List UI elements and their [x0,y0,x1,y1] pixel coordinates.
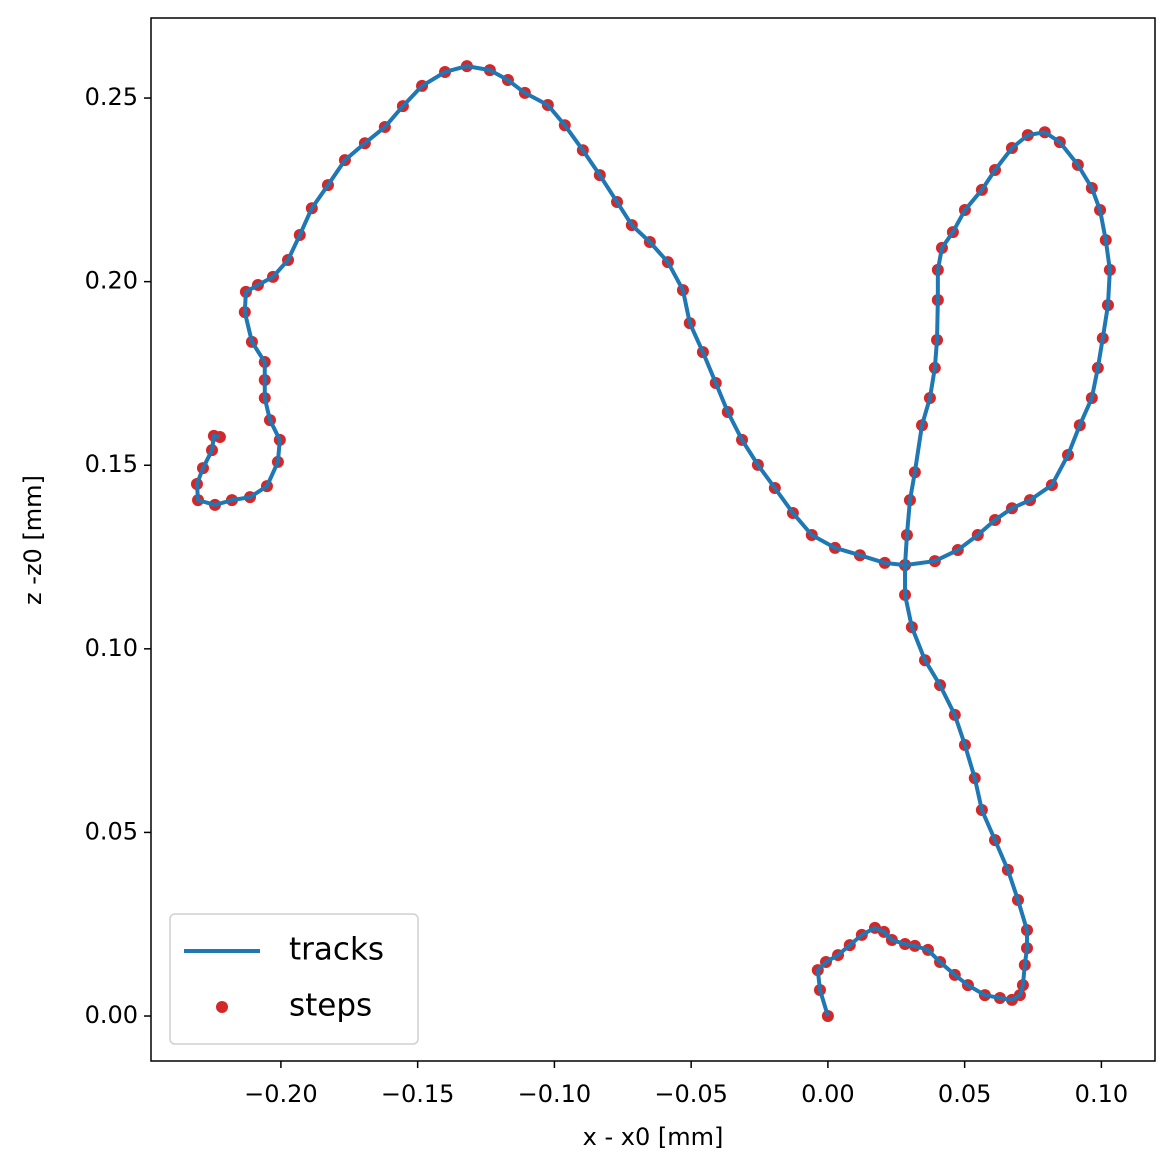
legend-label: tracks [289,932,384,968]
track-line [194,64,1112,1017]
y-axis-label: z -z0 [mm] [19,475,47,605]
x-axis-label: x - x0 [mm] [583,1123,724,1151]
x-tick-label: 0.10 [1075,1080,1128,1108]
step-point [213,430,226,443]
x-tick-label: 0.00 [801,1080,854,1108]
y-tick-label: 0.15 [85,450,138,478]
legend-box [169,913,419,1045]
x-tick-label: 0.05 [938,1080,991,1108]
x-tick-label: −0.05 [654,1080,728,1108]
y-tick-label: 0.05 [85,817,138,845]
x-tick-label: −0.15 [381,1080,455,1108]
x-tick-label: −0.10 [518,1080,592,1108]
legend-label: steps [289,988,372,1024]
y-tick-label: 0.25 [85,83,138,111]
y-tick-label: 0.00 [85,1001,138,1029]
y-tick-label: 0.20 [85,267,138,295]
x-tick-label: −0.20 [244,1080,318,1108]
plot-frame [150,17,1156,1062]
legend-marker [216,1001,228,1013]
y-tick-label: 0.10 [85,634,138,662]
